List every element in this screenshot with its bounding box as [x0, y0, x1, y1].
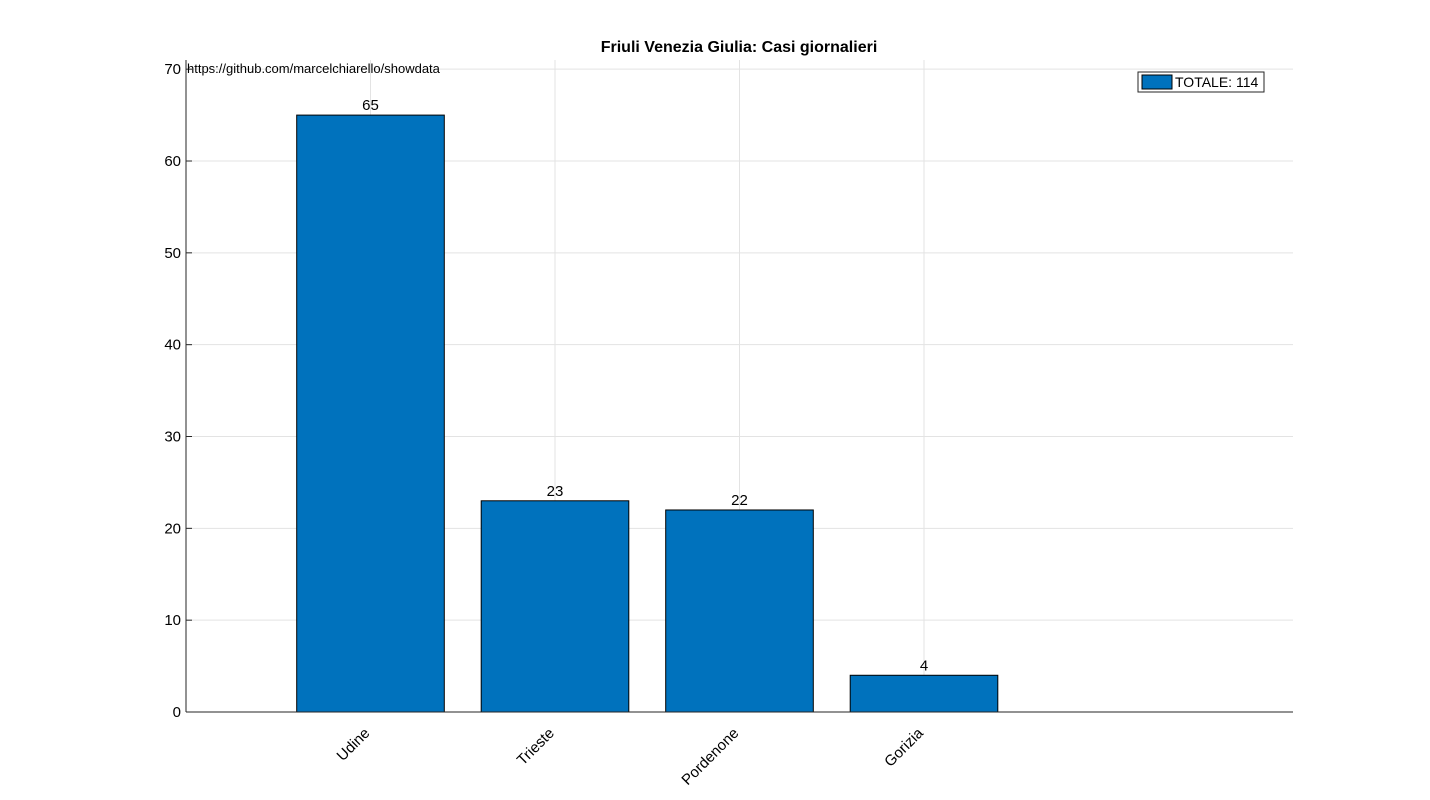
- y-tick-label: 40: [164, 337, 181, 354]
- bars: [296, 114, 999, 713]
- y-tick-label: 0: [173, 704, 181, 721]
- bar: [849, 674, 999, 713]
- axes: [185, 60, 1293, 713]
- y-tick-labels: 0 10 20 30 40 50 60 70: [164, 61, 181, 721]
- y-tick-label: 60: [164, 153, 181, 170]
- legend-label: TOTALE: 114: [1175, 74, 1258, 90]
- y-tick-label: 30: [164, 429, 181, 446]
- chart-title: Friuli Venezia Giulia: Casi giornalieri: [601, 39, 878, 56]
- source-url-annotation: https://github.com/marcelchiarello/showd…: [187, 61, 441, 76]
- x-tick-label: Pordenone: [678, 725, 742, 789]
- y-tick-label: 70: [164, 61, 181, 78]
- data-label: 23: [547, 483, 564, 500]
- x-tick-labels: Udine Trieste Pordenone Gorizia: [334, 724, 928, 788]
- legend-swatch: [1141, 74, 1173, 90]
- data-label: 65: [362, 97, 379, 114]
- bar: [296, 114, 445, 713]
- x-tick-label: Trieste: [514, 725, 558, 769]
- data-label: 22: [731, 492, 748, 509]
- y-tick-label: 20: [164, 520, 181, 537]
- x-tick-label: Gorizia: [881, 724, 927, 770]
- y-tick-label: 50: [164, 245, 181, 262]
- data-labels: 65 23 22 4: [362, 97, 928, 674]
- legend: TOTALE: 114: [1137, 71, 1265, 93]
- x-tick-label: Udine: [334, 725, 374, 765]
- data-label: 4: [920, 657, 928, 674]
- y-tick-label: 10: [164, 612, 181, 629]
- bar: [665, 509, 814, 713]
- bar: [480, 500, 630, 713]
